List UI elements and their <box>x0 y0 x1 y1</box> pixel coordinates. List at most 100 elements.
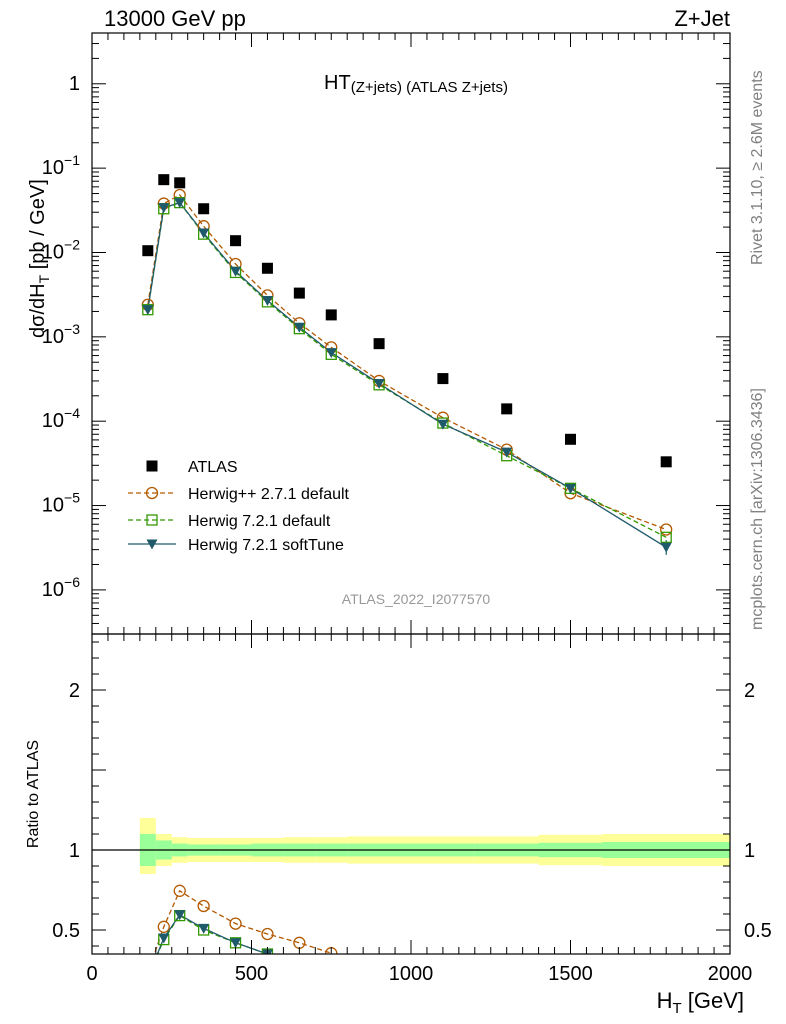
legend-marker-herwig721 <box>146 514 158 526</box>
main-y-tick-label-base: 10 <box>42 410 64 432</box>
main-point-atlas <box>293 287 305 299</box>
legend: ATLAS Herwig++ 2.7.1 default Herwig 7.2.… <box>128 459 350 554</box>
main-point-atlas <box>501 403 513 415</box>
main-point-softtune <box>501 447 513 458</box>
main-point-softtune <box>565 483 576 494</box>
main-y-tick-label-exp: −1 <box>64 152 80 168</box>
main-point-herwig721 <box>660 531 672 543</box>
main-line-herwigpp <box>147 194 667 531</box>
main-point-atlas <box>373 338 385 350</box>
main-y-tick-label-exp: −2 <box>64 236 80 252</box>
ratio-plot-area <box>92 818 730 984</box>
ratio-y-tick-label: 1 <box>69 840 80 862</box>
ratio-y-tick-label: 0.5 <box>52 920 80 942</box>
main-title-tail: (ATLAS Z+jets) <box>402 79 508 96</box>
main-y-tick-label-base: 10 <box>42 579 64 601</box>
main-point-softtune <box>293 322 305 333</box>
main-point-atlas <box>174 177 186 189</box>
header-left: 13000 GeV pp <box>104 6 246 31</box>
main-point-atlas <box>325 309 337 321</box>
axes: 10−610−510−410−310−210−110 500 1000 1500 200… <box>42 32 772 985</box>
ratio-frame <box>91 633 731 955</box>
x-axis-label-tail: [GeV] <box>682 988 744 1013</box>
legend-label-herwig721: Herwig 7.2.1 default <box>188 513 331 530</box>
main-y-axis-label: dσ/dHT [pb / GeV] <box>27 179 52 338</box>
legend-symbol-softtune <box>128 539 176 550</box>
main-y-axis-label-sub: T <box>36 274 52 283</box>
legend-marker-softtune <box>146 539 158 550</box>
main-point-softtune <box>261 295 273 306</box>
main-y-tick-label: 10−5 <box>42 490 80 517</box>
main-y-tick-label-exp: −3 <box>64 321 80 337</box>
ratio-point-herwigpp <box>142 968 153 979</box>
side-label-mcplots: mcplots.cern.ch [arXiv:1306.3436] <box>749 388 766 630</box>
main-y-tick-label-base: 10 <box>42 157 64 179</box>
ratio-point-softtune <box>230 938 242 949</box>
main-point-softtune <box>174 198 186 209</box>
main-point-softtune <box>198 228 210 239</box>
ratio-point-herwigpp <box>197 899 210 913</box>
legend-label-atlas: ATLAS <box>188 459 238 476</box>
legend-symbol-herwig721 <box>128 514 176 526</box>
ratio-y-tick-label-right: 0.5 <box>744 920 772 942</box>
main-y-tick-label-base: 10 <box>42 326 64 348</box>
ratio-point-herwigpp <box>173 884 186 897</box>
side-label-rivet: Rivet 3.1.10, ≥ 2.6M events <box>749 70 766 265</box>
main-y-tick-label: 10−1 <box>42 152 80 179</box>
ratio-point-softtune <box>158 933 170 944</box>
ratio-point-herwigpp <box>229 917 242 930</box>
legend-symbol-atlas <box>146 460 158 472</box>
x-tick-label: 2000 <box>708 963 753 985</box>
main-y-tick-label: 10−4 <box>42 405 80 432</box>
main-plot-area <box>141 174 673 555</box>
main-y-axis-label-tail: [pb / GeV] <box>27 179 49 275</box>
main-point-softtune <box>158 203 170 214</box>
main-point-atlas <box>261 262 273 274</box>
main-y-tick-label: 10−3 <box>42 321 80 348</box>
legend-item-softtune: Herwig 7.2.1 softTune <box>128 537 344 554</box>
ratio-y-tick-label: 2 <box>69 680 80 702</box>
main-point-softtune <box>230 266 242 277</box>
legend-symbol-herwigpp <box>128 486 176 500</box>
ratio-point-softtune <box>174 910 186 921</box>
ratio-y-axis-label: Ratio to ATLAS <box>25 740 42 848</box>
main-y-tick-label-base: 1 <box>69 73 80 95</box>
main-title-main: HT <box>324 72 351 94</box>
legend-marker-herwigpp <box>145 486 159 500</box>
main-y-tick-label: 10−2 <box>42 236 80 263</box>
main-point-softtune <box>325 348 337 359</box>
main-title: HT(Z+jets) (ATLAS Z+jets) <box>324 72 508 96</box>
main-y-tick-label-exp: −5 <box>64 490 80 506</box>
x-tick-label: 0 <box>86 963 97 985</box>
main-y-tick-label: 10−6 <box>42 574 80 601</box>
legend-marker-atlas <box>146 460 158 472</box>
ratio-point-herwigpp <box>261 927 274 941</box>
x-axis-label-sub: T <box>672 1000 681 1017</box>
ratio-point-herwigpp <box>157 920 170 933</box>
main-point-softtune <box>142 305 154 316</box>
ratio-line-herwigpp <box>153 889 332 954</box>
ratio-point-herwigpp <box>293 936 306 949</box>
legend-label-softtune: Herwig 7.2.1 softTune <box>188 537 344 554</box>
main-y-tick-label-exp: −6 <box>64 574 80 590</box>
main-point-atlas <box>660 456 672 468</box>
main-point-softtune <box>437 419 449 430</box>
main-y-axis-label-main: dσ/dH <box>27 283 49 338</box>
legend-label-herwigpp: Herwig++ 2.7.1 default <box>188 486 350 503</box>
ratio-point-herwig721 <box>143 973 153 983</box>
watermark: ATLAS_2022_I2077570 <box>342 591 491 607</box>
main-y-tick-label: 1 <box>69 73 80 95</box>
ratio-point-softtune <box>198 923 210 934</box>
main-point-atlas <box>437 373 449 385</box>
main-y-tick-label-base: 10 <box>42 495 64 517</box>
ratio-point-softtune <box>142 974 153 984</box>
x-axis-label-main: H <box>657 988 673 1013</box>
main-title-sub: (Z+jets) <box>351 79 402 96</box>
legend-item-atlas: ATLAS <box>146 459 238 476</box>
main-point-atlas <box>230 235 242 247</box>
main-point-softtune <box>660 542 672 553</box>
main-y-tick-label-base: 10 <box>42 241 64 263</box>
legend-item-herwig721: Herwig 7.2.1 default <box>128 513 331 530</box>
x-tick-label: 1000 <box>389 963 434 985</box>
